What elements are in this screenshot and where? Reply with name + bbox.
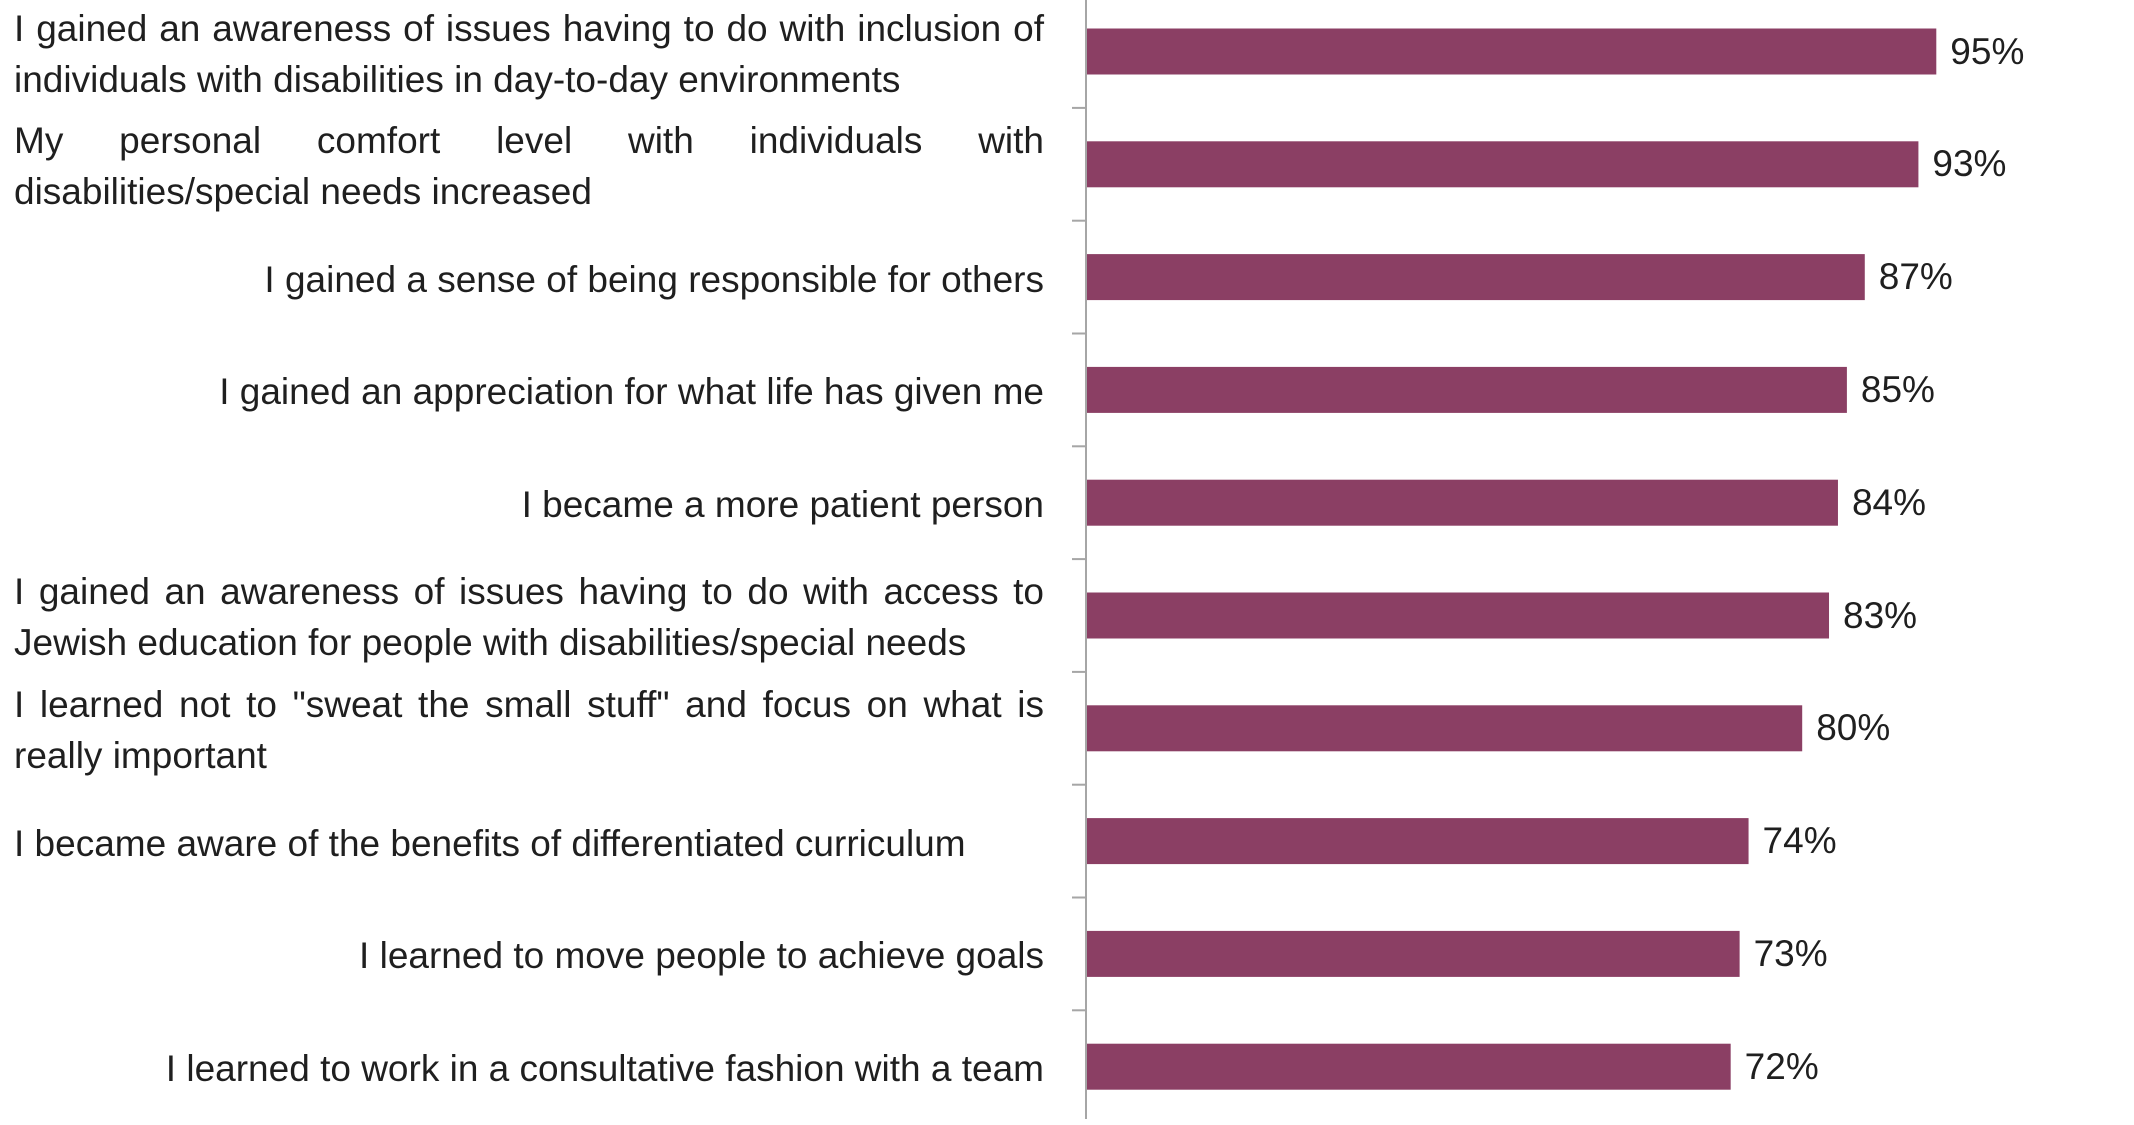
data-label: 83% bbox=[1843, 594, 1918, 636]
bar bbox=[1087, 930, 1740, 977]
category-label: I gained a sense of being responsible fo… bbox=[14, 223, 1044, 336]
category-label: I became a more patient person bbox=[14, 448, 1044, 561]
category-label: I learned not to "sweat the small stuff"… bbox=[14, 674, 1044, 787]
category-label-text: I learned to work in a consultative fash… bbox=[165, 1048, 1044, 1090]
bar bbox=[1087, 592, 1830, 639]
category-label: I gained an appreciation for what life h… bbox=[14, 336, 1044, 449]
bar bbox=[1087, 1043, 1731, 1090]
category-label: I gained an awareness of issues having t… bbox=[14, 0, 1044, 110]
data-label: 84% bbox=[1851, 481, 1927, 523]
category-label: I learned to move people to achieve goal… bbox=[14, 900, 1044, 1013]
category-label-text: I gained an appreciation for what life h… bbox=[219, 371, 1044, 413]
category-label: I gained an awareness of issues having t… bbox=[14, 561, 1044, 674]
bar bbox=[1087, 705, 1803, 752]
data-label: 80% bbox=[1816, 707, 1891, 749]
category-label-text: I became a more patient person bbox=[521, 484, 1044, 526]
category-label-text: I gained an awareness of issues having t… bbox=[14, 571, 1044, 664]
category-label: I became aware of the benefits of differ… bbox=[14, 787, 1044, 900]
category-label-text: I gained an awareness of issues having t… bbox=[14, 7, 1044, 100]
bar bbox=[1087, 141, 1919, 188]
category-label-text: My personal comfort level with individua… bbox=[14, 120, 1044, 213]
data-label: 72% bbox=[1744, 1045, 1819, 1087]
data-label: 85% bbox=[1860, 368, 1935, 410]
bar bbox=[1087, 479, 1838, 526]
category-label: My personal comfort level with individua… bbox=[14, 110, 1044, 223]
category-label-text: I learned to move people to achieve goal… bbox=[359, 935, 1044, 977]
bar bbox=[1087, 818, 1749, 865]
bar bbox=[1087, 366, 1847, 413]
data-label: 73% bbox=[1753, 932, 1828, 974]
category-label-text: I learned not to "sweat the small stuff"… bbox=[14, 684, 1044, 777]
bar bbox=[1087, 28, 1937, 75]
category-label: I learned to work in a consultative fash… bbox=[14, 1012, 1044, 1125]
data-label: 74% bbox=[1762, 820, 1837, 862]
bar bbox=[1087, 254, 1865, 301]
data-label: 87% bbox=[1878, 256, 1953, 298]
category-label-text: I became aware of the benefits of differ… bbox=[14, 822, 966, 864]
data-label: 95% bbox=[1950, 30, 2025, 72]
category-label-text: I gained a sense of being responsible fo… bbox=[264, 258, 1044, 300]
data-label: 93% bbox=[1932, 143, 2007, 185]
